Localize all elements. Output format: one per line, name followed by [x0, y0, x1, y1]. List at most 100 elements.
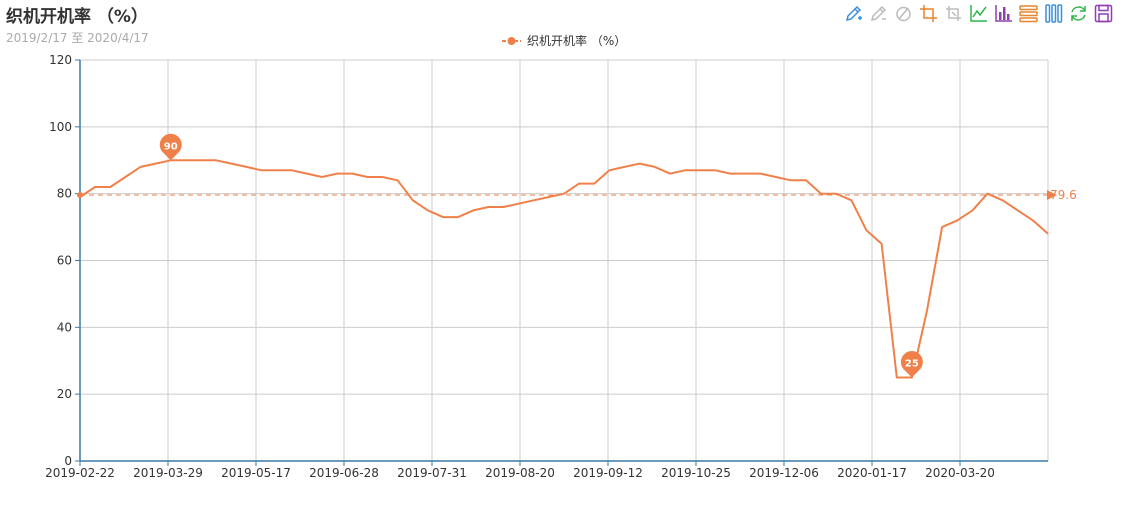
data-point[interactable] — [380, 174, 386, 180]
data-point[interactable] — [183, 157, 189, 163]
data-point[interactable] — [1030, 217, 1036, 223]
data-point[interactable] — [501, 204, 507, 210]
bar-chart-icon[interactable] — [993, 3, 1014, 24]
mark-point-pin[interactable] — [900, 350, 923, 378]
data-point[interactable] — [606, 167, 612, 173]
data-point[interactable] — [758, 171, 764, 177]
data-point[interactable] — [894, 374, 900, 380]
line-chart-icon[interactable] — [968, 3, 989, 24]
data-point[interactable] — [773, 174, 779, 180]
data-point[interactable] — [743, 171, 749, 177]
data-point[interactable] — [969, 207, 975, 213]
data-point[interactable] — [138, 164, 144, 170]
x-tick-label: 2019-08-20 — [485, 466, 555, 480]
data-point[interactable] — [122, 174, 128, 180]
data-point[interactable] — [198, 157, 204, 163]
data-point[interactable] — [818, 191, 824, 197]
data-point[interactable] — [712, 167, 718, 173]
toolbox — [843, 3, 1114, 25]
data-point[interactable] — [697, 167, 703, 173]
data-point[interactable] — [289, 167, 295, 173]
data-point[interactable] — [879, 241, 885, 247]
series-line — [79, 159, 1049, 379]
y-tick-label: 60 — [57, 254, 72, 268]
data-point[interactable] — [924, 308, 930, 314]
data-point[interactable] — [153, 161, 159, 167]
y-tick-label: 40 — [57, 320, 72, 334]
clear-icon[interactable] — [893, 3, 914, 24]
data-point[interactable] — [440, 214, 446, 220]
legend[interactable]: 织机开机率 （%） — [502, 33, 626, 48]
chart-title: 织机开机率 （%） — [6, 7, 148, 27]
data-point[interactable] — [803, 177, 809, 183]
data-point[interactable] — [727, 171, 733, 177]
data-point[interactable] — [833, 191, 839, 197]
data-point[interactable] — [364, 174, 370, 180]
data-point[interactable] — [259, 167, 265, 173]
data-point[interactable] — [788, 177, 794, 183]
y-tick-label: 100 — [49, 120, 72, 134]
zoom-reset-icon[interactable] — [943, 3, 964, 24]
x-tick-label: 2019-12-06 — [749, 466, 819, 480]
average-line-start-symbol — [77, 192, 83, 199]
tiled-icon[interactable] — [1043, 3, 1064, 24]
data-point[interactable] — [954, 217, 960, 223]
data-point[interactable] — [425, 207, 431, 213]
data-point[interactable] — [213, 157, 219, 163]
x-tick-label: 2019-05-17 — [221, 466, 291, 480]
data-point[interactable] — [531, 197, 537, 203]
x-tick-label: 2020-03-20 — [925, 466, 995, 480]
stack-icon[interactable] — [1018, 3, 1039, 24]
data-point[interactable] — [561, 191, 567, 197]
data-point[interactable] — [864, 227, 870, 233]
data-point[interactable] — [652, 164, 658, 170]
data-point[interactable] — [274, 167, 280, 173]
chart-subtitle: 2019/2/17 至 2020/4/17 — [6, 31, 149, 45]
data-point[interactable] — [455, 214, 461, 220]
data-point[interactable] — [591, 181, 597, 187]
pen-icon[interactable] — [843, 3, 864, 24]
data-point[interactable] — [470, 207, 476, 213]
data-point[interactable] — [1000, 197, 1006, 203]
data-point[interactable] — [349, 171, 355, 177]
data-point[interactable] — [107, 184, 113, 190]
data-point[interactable] — [667, 171, 673, 177]
y-tick-label: 80 — [57, 187, 72, 201]
data-point[interactable] — [334, 171, 340, 177]
data-point[interactable] — [395, 177, 401, 183]
y-tick-label: 120 — [49, 53, 72, 67]
data-point[interactable] — [848, 197, 854, 203]
x-tick-label: 2020-01-17 — [837, 466, 907, 480]
data-point[interactable] — [1045, 231, 1051, 237]
x-tick-label: 2019-02-22 — [45, 466, 115, 480]
data-point[interactable] — [985, 191, 991, 197]
data-point[interactable] — [1015, 207, 1021, 213]
mark-point-label: 25 — [905, 358, 919, 369]
data-point[interactable] — [485, 204, 491, 210]
zoom-icon[interactable] — [918, 3, 939, 24]
x-tick-label: 2019-06-28 — [309, 466, 379, 480]
data-point[interactable] — [622, 164, 628, 170]
data-point[interactable] — [304, 171, 310, 177]
data-point[interactable] — [228, 161, 234, 167]
data-point[interactable] — [516, 201, 522, 207]
save-image-icon[interactable] — [1093, 3, 1114, 24]
y-tick-label: 0 — [64, 454, 72, 468]
average-line-arrow — [1047, 190, 1057, 201]
data-point[interactable] — [243, 164, 249, 170]
data-point[interactable] — [319, 174, 325, 180]
legend-label: 织机开机率 （%） — [527, 33, 626, 48]
mark-point-label: 90 — [164, 141, 178, 152]
data-point[interactable] — [939, 224, 945, 230]
data-point[interactable] — [410, 197, 416, 203]
data-point[interactable] — [637, 161, 643, 167]
data-point[interactable] — [92, 184, 98, 190]
average-line-label: 79.6 — [1050, 188, 1077, 202]
restore-icon[interactable] — [1068, 3, 1089, 24]
eraser-icon[interactable] — [868, 3, 889, 24]
mark-point-pin[interactable] — [159, 133, 182, 161]
data-point[interactable] — [576, 181, 582, 187]
data-point[interactable] — [682, 167, 688, 173]
x-tick-label: 2019-03-29 — [133, 466, 203, 480]
